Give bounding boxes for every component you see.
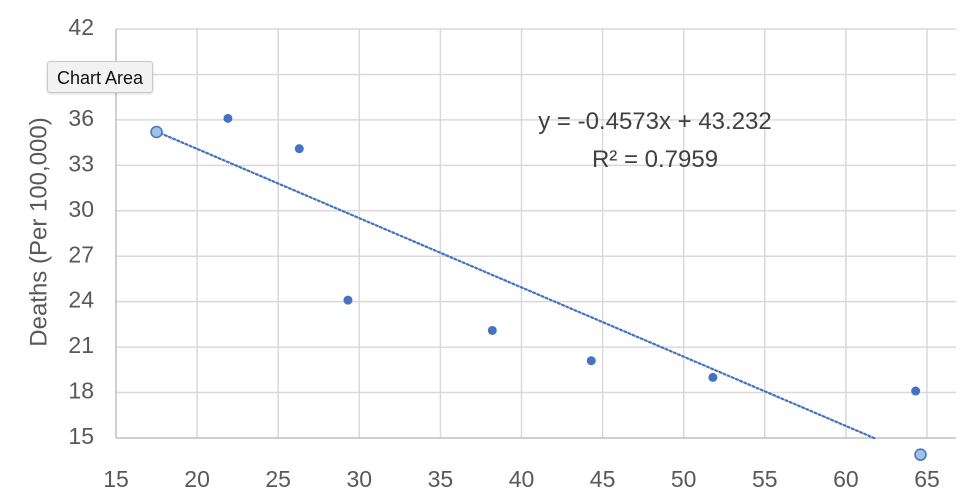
y-tick-label-42: 42 bbox=[68, 14, 94, 40]
y-tick-label-15: 15 bbox=[68, 423, 94, 449]
x-tick-label-35: 35 bbox=[428, 466, 454, 492]
trendline-equation: y = -0.4573x + 43.232 bbox=[538, 108, 772, 135]
data-point-2[interactable] bbox=[223, 113, 233, 123]
data-point-selected-9[interactable] bbox=[914, 448, 927, 461]
trendline[interactable] bbox=[155, 130, 877, 440]
chart-area-tooltip: Chart Area bbox=[47, 61, 154, 93]
y-tick-label-30: 30 bbox=[68, 196, 94, 222]
y-tick-label-27: 27 bbox=[68, 241, 94, 267]
x-tick-label-60: 60 bbox=[833, 466, 859, 492]
trendline-group[interactable] bbox=[155, 130, 877, 440]
data-point-7[interactable] bbox=[708, 372, 718, 382]
y-axis-label: Deaths (Per 100,000) bbox=[25, 117, 52, 346]
gridlines bbox=[116, 28, 956, 438]
data-point-4[interactable] bbox=[343, 295, 353, 305]
data-point-8[interactable] bbox=[911, 386, 921, 396]
x-tick-label-20: 20 bbox=[184, 466, 210, 492]
trendline-r-squared: R² = 0.7959 bbox=[592, 146, 718, 173]
y-tick-label-21: 21 bbox=[68, 332, 94, 358]
y-tick-label-18: 18 bbox=[68, 378, 94, 404]
y-tick-label-33: 33 bbox=[68, 150, 94, 176]
x-tick-label-30: 30 bbox=[347, 466, 373, 492]
data-point-3[interactable] bbox=[294, 144, 304, 154]
y-tick-label-36: 36 bbox=[68, 105, 94, 131]
data-point-5[interactable] bbox=[487, 325, 497, 335]
axes bbox=[115, 29, 956, 439]
x-tick-label-55: 55 bbox=[752, 466, 778, 492]
data-points[interactable] bbox=[150, 113, 927, 461]
y-tick-label-24: 24 bbox=[68, 287, 94, 313]
x-tick-label-25: 25 bbox=[265, 466, 291, 492]
x-tick-label-50: 50 bbox=[671, 466, 697, 492]
x-tick-label-65: 65 bbox=[914, 466, 940, 492]
x-tick-label-40: 40 bbox=[509, 466, 535, 492]
tick-labels: 1518212427303336394215202530354045505560… bbox=[68, 14, 939, 492]
data-point-selected-1[interactable] bbox=[150, 125, 163, 139]
x-tick-label-45: 45 bbox=[590, 466, 616, 492]
data-point-6[interactable] bbox=[586, 356, 596, 366]
x-tick-label-15: 15 bbox=[103, 466, 129, 492]
